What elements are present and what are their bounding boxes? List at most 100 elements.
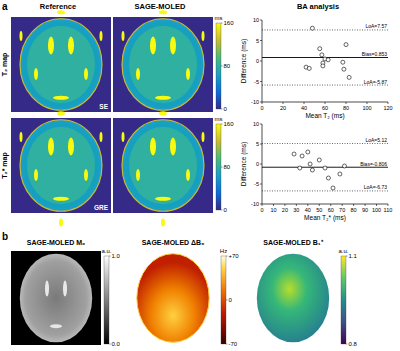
x-tick-label: 70 xyxy=(339,207,345,213)
csf xyxy=(20,31,23,41)
x-tick-label: 120 xyxy=(383,105,392,111)
colorbar-tick xyxy=(221,167,223,168)
y-tick-label: 5 xyxy=(256,38,259,44)
colorbar-tick-label: 0 xyxy=(224,207,228,213)
x-tick-label: 90 xyxy=(362,207,368,213)
x-tick-label: 20 xyxy=(282,207,288,213)
image-title: SAGE-MOLED ΔB₀ xyxy=(142,239,205,246)
scalp xyxy=(122,19,204,111)
image-background xyxy=(11,118,111,213)
colorbar-tick xyxy=(221,109,223,110)
csf xyxy=(150,37,156,55)
reference-line-label: Bias=0.853 xyxy=(362,51,387,57)
y-tick-label: 0 xyxy=(256,58,259,64)
ba-plot: -10-50510020406080100120Mean T₂ (ms)Diff… xyxy=(240,17,393,120)
reference-line-label: Bias=-0.806 xyxy=(360,161,387,167)
x-tick xyxy=(330,204,331,206)
skull xyxy=(20,120,102,212)
csf xyxy=(34,169,38,181)
x-tick-label: 30 xyxy=(293,207,299,213)
image-background xyxy=(113,17,213,112)
colorbar-tick-label: +70 xyxy=(229,253,240,259)
image-background xyxy=(113,118,213,213)
brain-image xyxy=(11,111,111,226)
brain xyxy=(125,123,201,209)
reference-line-label: LoA=7.57 xyxy=(365,23,387,29)
brain-image xyxy=(248,251,338,345)
data-point xyxy=(326,176,330,180)
csf xyxy=(122,31,125,41)
x-tick-label: 80 xyxy=(343,105,349,111)
csf xyxy=(122,132,125,142)
csf xyxy=(161,219,165,227)
colorbar-tick-label: -70 xyxy=(229,341,238,347)
colorbar-scale xyxy=(104,256,109,344)
y-tick xyxy=(260,81,262,82)
data-point xyxy=(347,75,351,79)
csf xyxy=(202,132,205,142)
colorbar-unit: Hz xyxy=(220,248,227,254)
colorbar-tick xyxy=(221,66,223,67)
x-tick-label: 50 xyxy=(316,207,322,213)
csf xyxy=(48,37,54,55)
data-point xyxy=(323,166,327,170)
y-tick xyxy=(260,164,262,165)
data-point xyxy=(320,53,324,57)
brain xyxy=(23,22,99,108)
column-header: SAGE-MOLED xyxy=(135,2,186,11)
image-background xyxy=(128,251,218,345)
x-tick xyxy=(365,204,366,206)
y-tick xyxy=(260,20,262,21)
scalp xyxy=(122,120,204,212)
y-tick xyxy=(260,40,262,41)
y-tick xyxy=(260,144,262,145)
x-tick xyxy=(388,204,389,206)
data-point xyxy=(331,186,335,190)
x-tick-label: 40 xyxy=(305,207,311,213)
colorbar-unit: ms xyxy=(215,116,223,122)
x-tick xyxy=(304,102,305,104)
csf xyxy=(186,169,190,181)
csf xyxy=(48,138,54,156)
x-tick xyxy=(353,204,354,206)
x-tick xyxy=(273,204,274,206)
data-point xyxy=(306,150,310,154)
data-point xyxy=(326,58,330,62)
brain-image xyxy=(113,111,213,226)
colorbar-scale xyxy=(216,124,221,210)
row-label: T₂ map xyxy=(1,53,9,77)
csf xyxy=(50,324,62,328)
x-tick xyxy=(262,102,263,104)
x-tick-label: 10 xyxy=(270,207,276,213)
x-tick-label: 80 xyxy=(351,207,357,213)
colorbar-tick-label: 80 xyxy=(224,63,231,69)
data-point xyxy=(338,172,342,176)
brain xyxy=(129,127,197,205)
csf xyxy=(57,10,65,14)
reference-line xyxy=(262,29,388,30)
csf xyxy=(34,68,38,80)
y-tick-label: -5 xyxy=(254,79,259,85)
csf xyxy=(170,138,176,156)
data-point xyxy=(317,158,321,162)
csf xyxy=(100,31,103,41)
colorbar-scale xyxy=(341,256,346,344)
csf xyxy=(68,37,74,55)
image-background xyxy=(11,251,101,345)
image-tag: SE xyxy=(99,103,108,110)
x-tick xyxy=(342,204,343,206)
image-title: SAGE-MOLED M₀ xyxy=(27,239,85,246)
data-point xyxy=(321,64,325,68)
y-tick-label: -10 xyxy=(251,201,259,207)
x-tick-label: 60 xyxy=(328,207,334,213)
x-axis-label: Mean T₂* (ms) xyxy=(304,214,346,222)
y-tick-label: 5 xyxy=(256,141,259,147)
csf xyxy=(136,169,140,181)
csf xyxy=(155,197,171,201)
brain xyxy=(23,123,99,209)
brain xyxy=(27,26,95,104)
brain-image xyxy=(113,10,213,125)
x-tick-label: 100 xyxy=(372,207,381,213)
y-tick-label: -5 xyxy=(254,181,259,187)
skull xyxy=(122,120,204,212)
